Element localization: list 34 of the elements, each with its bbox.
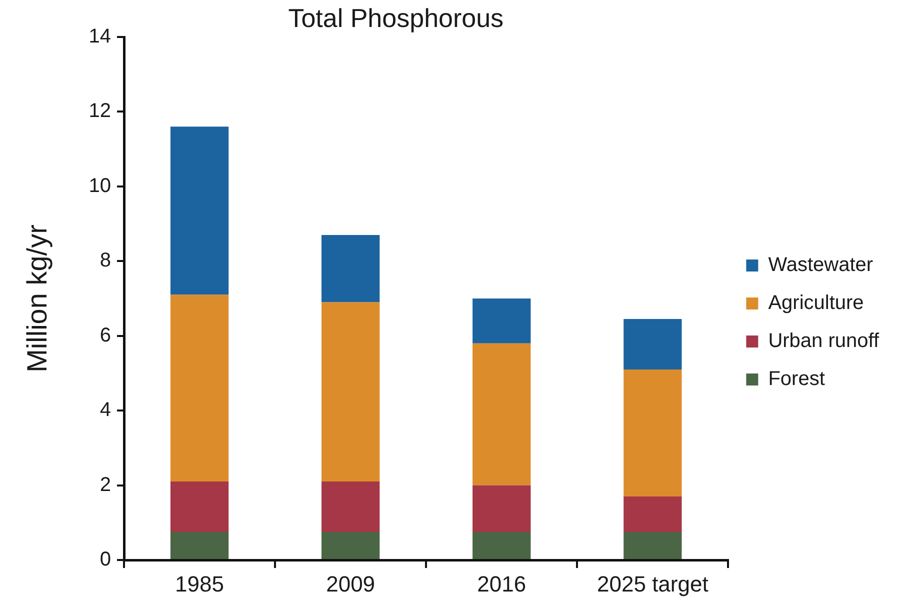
bar [472, 485, 531, 532]
bar [321, 482, 380, 532]
y-tick-label: 0 [100, 548, 111, 571]
x-tick-label: 1985 [175, 571, 224, 596]
bar [472, 532, 531, 559]
x-tick-label: 2009 [326, 571, 376, 596]
bar [624, 496, 682, 532]
y-tick-label: 14 [88, 26, 111, 48]
y-tick-label: 2 [100, 474, 111, 496]
y-axis-title: Million kg/yr [22, 224, 53, 372]
bar [624, 532, 682, 559]
y-tick-label: 8 [100, 250, 111, 272]
x-tick-label: 2016 [477, 571, 526, 596]
y-tick-label: 6 [100, 324, 111, 346]
y-tick-label: 4 [100, 399, 111, 422]
chart-title: Total Phosphorous [288, 3, 504, 34]
bar [472, 343, 531, 486]
bar [624, 369, 682, 496]
bar [472, 298, 531, 344]
x-tick-label: 2025 target [597, 571, 708, 596]
bar [170, 482, 229, 532]
legend-label: Agriculture [768, 292, 864, 314]
legend-label: Forest [768, 368, 826, 390]
bar [321, 302, 380, 482]
bar [624, 319, 682, 370]
bar [321, 234, 380, 302]
bar [170, 294, 229, 482]
legend-label: Wastewater [768, 254, 874, 276]
legend-label: Urban runoff [768, 330, 880, 352]
bar [170, 532, 229, 559]
bar [321, 532, 380, 559]
y-tick-label: 10 [88, 174, 111, 197]
y-tick-label: 12 [88, 100, 111, 122]
bar [170, 126, 229, 295]
